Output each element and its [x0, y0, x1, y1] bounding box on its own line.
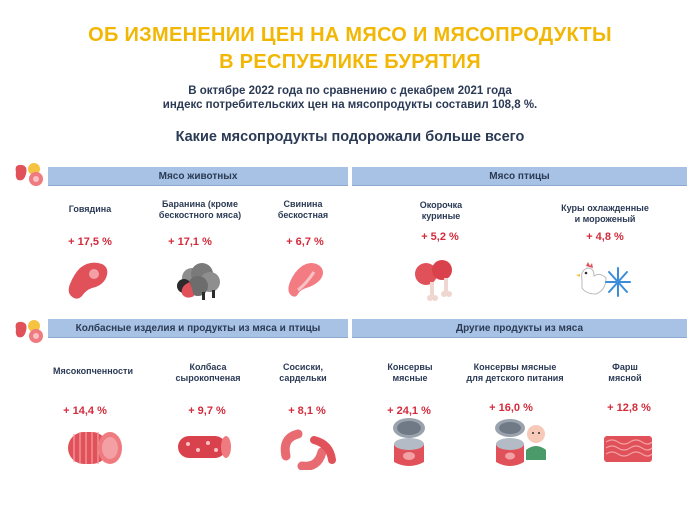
label-line: Окорочка: [419, 200, 463, 210]
chicken-snowflake-icon: [576, 262, 631, 297]
item-beef-value: + 17,5 %: [68, 236, 112, 248]
label-line: сардельки: [279, 373, 327, 383]
item-lamb-label: Баранина (кроме бескостного мяса): [150, 199, 250, 221]
item-canned-label: Консервы мясные: [375, 362, 445, 384]
subtitle-line1: В октябре 2022 года по сравнению с декаб…: [188, 85, 512, 97]
steak-icon: [68, 262, 108, 299]
pork-steak-icon: [288, 263, 323, 297]
item-canned-value: + 24,1 %: [387, 405, 431, 417]
subtitle-line2: индекс потребительских цен на мясопродук…: [162, 99, 538, 111]
item-lamb-value: + 17,1 %: [168, 236, 212, 248]
section-label: Колбасные изделия и продукты из мяса и п…: [75, 322, 321, 334]
item-pork-value: + 6,7 %: [286, 236, 324, 248]
can-icon: [393, 418, 425, 466]
item-beef-label: Говядина: [68, 204, 112, 214]
item-chicken-label: Куры охлажденные и мороженый: [550, 203, 660, 225]
page-title-line1: ОБ ИЗМЕНЕНИИ ЦЕН НА МЯСО И МЯСОПРОДУКТЫ: [88, 24, 612, 46]
section-label: Мясо птицы: [489, 170, 550, 182]
section-sausage-products: Колбасные изделия и продукты из мяса и п…: [48, 319, 348, 337]
item-mince-value: + 12,8 %: [607, 402, 651, 414]
section-label: Другие продукты из мяса: [455, 322, 584, 334]
item-salami-value: + 9,7 %: [188, 405, 226, 417]
item-smoked-label: Мясокопченности: [53, 366, 133, 376]
item-smoked-value: + 14,4 %: [63, 405, 107, 417]
label-line: Консервы мясные: [473, 362, 557, 372]
sheep-icon: [177, 263, 220, 300]
salami-icon: [178, 436, 231, 458]
page-title-line2: В РЕСПУБЛИКЕ БУРЯТИЯ: [219, 51, 481, 73]
item-sausages-value: + 8,1 %: [288, 405, 326, 417]
label-line: Фарш: [612, 362, 638, 372]
meat-assortment-icon: [15, 163, 43, 186]
item-mince-label: Фарш мясной: [595, 362, 655, 384]
section-animal-meat: Мясо животных: [48, 167, 348, 185]
item-pork-label: Свинина бескостная: [268, 199, 338, 221]
section-label: Мясо животных: [158, 170, 238, 182]
item-sausages-label: Сосиски, сардельки: [268, 362, 338, 384]
label-line: для детского питания: [466, 373, 564, 383]
label-line: Свинина: [283, 199, 323, 209]
label-line: куриные: [421, 211, 461, 221]
mince-icon: [604, 436, 653, 462]
section-other-meat: Другие продукты из мяса: [352, 319, 687, 337]
item-baby-canned-value: + 16,0 %: [489, 402, 533, 414]
chicken-leg-icon: [415, 260, 452, 301]
meat-assortment-icon: [15, 320, 43, 343]
baby-can-icon: [495, 419, 546, 466]
label-line: Куры охлажденные: [561, 203, 649, 213]
label-line: мясной: [608, 373, 642, 383]
item-baby-canned-label: Консервы мясные для детского питания: [455, 362, 575, 384]
label-line: Сосиски,: [283, 362, 323, 372]
item-chicken-value: + 4,8 %: [586, 231, 624, 243]
label-line: бескостная: [277, 210, 329, 220]
label-line: Баранина (кроме: [162, 199, 238, 209]
label-line: Консервы: [387, 362, 433, 372]
label-line: и мороженый: [574, 214, 636, 224]
label-line: Колбаса: [189, 362, 227, 372]
section-question: Какие мясопродукты подорожали больше все…: [175, 129, 525, 145]
section-poultry: Мясо птицы: [352, 167, 687, 185]
label-line: мясные: [392, 373, 428, 383]
item-legs-label: Окорочка куриные: [406, 200, 476, 222]
smoked-meat-icon: [68, 432, 122, 464]
item-salami-label: Колбаса сырокопченая: [168, 362, 248, 384]
sausages-icon: [280, 429, 336, 470]
label-line: сырокопченая: [175, 373, 241, 383]
label-line: бескостного мяса): [158, 210, 242, 220]
item-legs-value: + 5,2 %: [421, 231, 459, 243]
